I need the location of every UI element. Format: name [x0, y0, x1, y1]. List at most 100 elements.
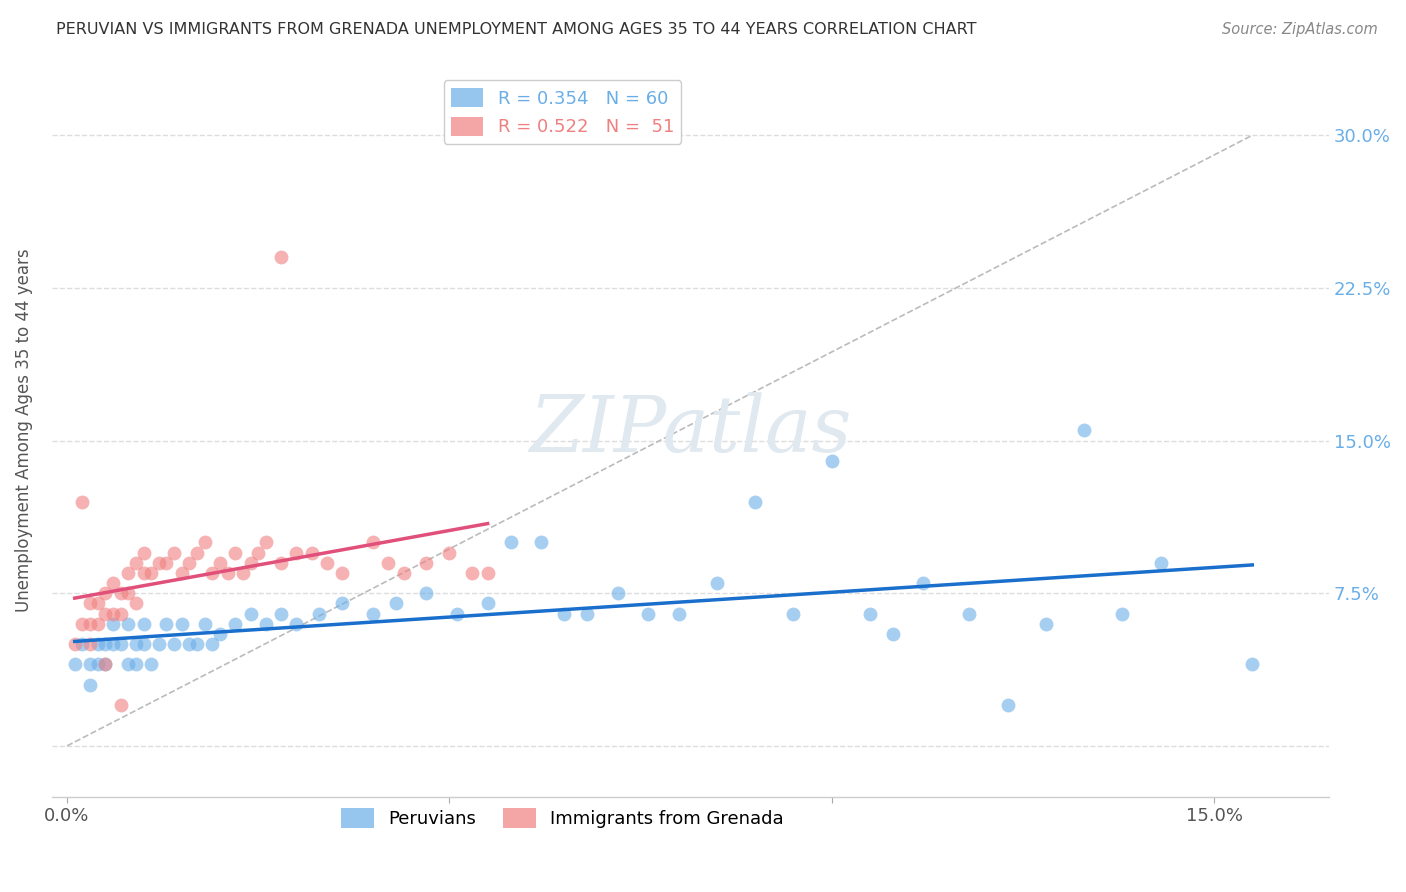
Point: [254, 535, 277, 549]
Point: [270, 251, 292, 265]
Point: [132, 637, 155, 651]
Point: [477, 566, 499, 580]
Point: [392, 566, 415, 580]
Point: [117, 586, 139, 600]
Point: [141, 657, 163, 672]
Point: [744, 494, 766, 508]
Point: [72, 494, 94, 508]
Point: [179, 556, 201, 570]
Point: [186, 637, 208, 651]
Point: [247, 545, 270, 559]
Text: PERUVIAN VS IMMIGRANTS FROM GRENADA UNEMPLOYMENT AMONG AGES 35 TO 44 YEARS CORRE: PERUVIAN VS IMMIGRANTS FROM GRENADA UNEM…: [56, 22, 977, 37]
Point: [361, 607, 384, 621]
Point: [132, 616, 155, 631]
Point: [330, 566, 353, 580]
Point: [1073, 424, 1095, 438]
Point: [72, 616, 94, 631]
Point: [125, 657, 148, 672]
Point: [110, 637, 132, 651]
Point: [553, 607, 575, 621]
Point: [1149, 556, 1171, 570]
Point: [499, 535, 522, 549]
Point: [125, 596, 148, 610]
Point: [179, 637, 201, 651]
Point: [141, 566, 163, 580]
Point: [576, 607, 599, 621]
Point: [94, 637, 117, 651]
Point: [163, 637, 186, 651]
Point: [308, 607, 330, 621]
Point: [415, 556, 437, 570]
Point: [155, 616, 177, 631]
Point: [86, 616, 108, 631]
Point: [79, 616, 101, 631]
Point: [239, 556, 262, 570]
Point: [110, 698, 132, 713]
Point: [782, 607, 804, 621]
Point: [125, 556, 148, 570]
Point: [101, 607, 124, 621]
Point: [270, 607, 292, 621]
Point: [217, 566, 239, 580]
Point: [117, 657, 139, 672]
Point: [957, 607, 980, 621]
Point: [668, 607, 690, 621]
Point: [155, 556, 177, 570]
Point: [385, 596, 408, 610]
Point: [1241, 657, 1264, 672]
Point: [606, 586, 628, 600]
Point: [882, 627, 904, 641]
Point: [79, 637, 101, 651]
Text: ZIPatlas: ZIPatlas: [529, 392, 852, 468]
Point: [446, 607, 468, 621]
Point: [94, 586, 117, 600]
Point: [439, 545, 461, 559]
Point: [530, 535, 553, 549]
Point: [170, 566, 193, 580]
Point: [361, 535, 384, 549]
Text: Source: ZipAtlas.com: Source: ZipAtlas.com: [1222, 22, 1378, 37]
Point: [232, 566, 254, 580]
Point: [330, 596, 353, 610]
Point: [706, 576, 728, 591]
Point: [415, 586, 437, 600]
Point: [821, 454, 844, 468]
Point: [285, 545, 308, 559]
Point: [201, 566, 224, 580]
Point: [301, 545, 323, 559]
Point: [1111, 607, 1133, 621]
Point: [224, 545, 246, 559]
Point: [132, 566, 155, 580]
Legend: Peruvians, Immigrants from Grenada: Peruvians, Immigrants from Grenada: [335, 801, 792, 836]
Point: [254, 616, 277, 631]
Point: [94, 607, 117, 621]
Point: [224, 616, 246, 631]
Point: [132, 545, 155, 559]
Point: [86, 596, 108, 610]
Point: [148, 637, 170, 651]
Point: [79, 596, 101, 610]
Point: [186, 545, 208, 559]
Point: [316, 556, 339, 570]
Point: [912, 576, 935, 591]
Point: [117, 616, 139, 631]
Point: [101, 576, 124, 591]
Point: [208, 556, 231, 570]
Point: [239, 607, 262, 621]
Point: [477, 596, 499, 610]
Point: [72, 637, 94, 651]
Point: [201, 637, 224, 651]
Point: [194, 616, 217, 631]
Point: [101, 616, 124, 631]
Point: [63, 637, 86, 651]
Point: [94, 657, 117, 672]
Point: [637, 607, 659, 621]
Point: [285, 616, 308, 631]
Point: [859, 607, 882, 621]
Point: [208, 627, 231, 641]
Point: [270, 556, 292, 570]
Point: [110, 586, 132, 600]
Point: [110, 607, 132, 621]
Point: [1035, 616, 1057, 631]
Point: [117, 566, 139, 580]
